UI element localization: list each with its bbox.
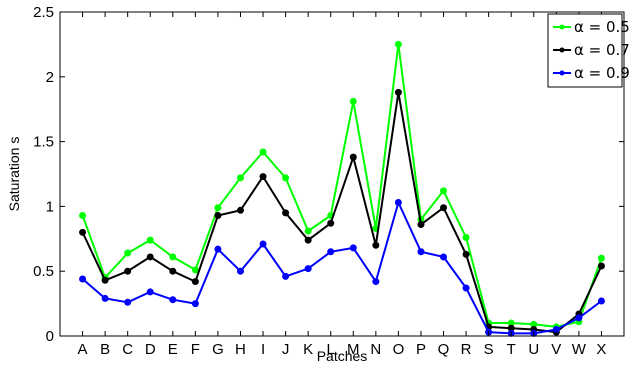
legend-label: α = 0.5 — [574, 18, 630, 36]
data-point — [79, 229, 86, 236]
x-tick-label: X — [596, 341, 606, 358]
data-point — [282, 273, 289, 280]
data-point — [282, 209, 289, 216]
data-point — [79, 212, 86, 219]
legend: α = 0.5 α = 0.7 α = 0.9 — [548, 14, 630, 87]
x-tick-label: B — [100, 341, 110, 358]
data-point — [440, 187, 447, 194]
data-point — [192, 278, 199, 285]
data-point — [463, 285, 470, 292]
x-tick-label: O — [393, 341, 405, 358]
data-point — [124, 268, 131, 275]
y-tick-label: 0.5 — [33, 263, 54, 280]
x-tick-label: Q — [438, 341, 450, 358]
legend-label: α = 0.7 — [574, 41, 630, 59]
data-point — [463, 234, 470, 241]
data-point — [147, 253, 154, 260]
data-point — [463, 251, 470, 258]
data-point — [169, 296, 176, 303]
data-point — [372, 278, 379, 285]
legend-swatch-marker — [560, 48, 565, 53]
x-tick-label: C — [122, 341, 133, 358]
x-tick-label: K — [303, 341, 313, 358]
x-tick-label: D — [145, 341, 156, 358]
data-point — [305, 237, 312, 244]
data-point — [169, 268, 176, 275]
data-point — [260, 173, 267, 180]
x-tick-label: N — [370, 341, 381, 358]
data-point — [350, 98, 357, 105]
x-tick-label: U — [528, 341, 539, 358]
data-point — [237, 207, 244, 214]
data-point — [350, 244, 357, 251]
x-tick-label: W — [572, 341, 587, 358]
x-tick-label: T — [507, 341, 516, 358]
data-point — [102, 277, 109, 284]
x-tick-label: J — [282, 341, 290, 358]
data-point — [169, 253, 176, 260]
x-axis-title: Patches — [317, 348, 368, 364]
plot-background — [60, 12, 624, 336]
data-point — [147, 237, 154, 244]
x-tick-label: H — [235, 341, 246, 358]
x-tick-label: A — [78, 341, 88, 358]
y-tick-label: 0 — [46, 328, 54, 345]
x-tick-label: E — [168, 341, 178, 358]
y-axis-title: Saturation s — [6, 137, 22, 212]
data-point — [417, 248, 424, 255]
data-point — [192, 300, 199, 307]
data-point — [102, 295, 109, 302]
data-point — [124, 299, 131, 306]
x-tick-label: G — [212, 341, 224, 358]
data-point — [305, 265, 312, 272]
data-point — [214, 212, 221, 219]
data-point — [327, 220, 334, 227]
data-point — [575, 314, 582, 321]
data-point — [327, 248, 334, 255]
x-tick-label: R — [461, 341, 472, 358]
legend-swatch-marker — [560, 25, 565, 30]
x-tick-label: S — [484, 341, 494, 358]
data-point — [124, 250, 131, 257]
data-point — [237, 174, 244, 181]
legend-label: α = 0.9 — [574, 64, 630, 82]
data-point — [260, 148, 267, 155]
data-point — [395, 41, 402, 48]
data-point — [440, 253, 447, 260]
data-point — [350, 154, 357, 161]
y-tick-label: 2 — [46, 69, 54, 86]
data-point — [598, 255, 605, 262]
x-tick-label: I — [261, 341, 265, 358]
data-point — [598, 298, 605, 305]
data-point — [598, 263, 605, 270]
legend-swatch-marker — [560, 71, 565, 76]
data-point — [417, 221, 424, 228]
data-point — [305, 228, 312, 235]
data-point — [372, 242, 379, 249]
data-point — [79, 275, 86, 282]
x-tick-label: F — [191, 341, 200, 358]
x-tick-label: P — [416, 341, 426, 358]
y-tick-label: 1.5 — [33, 134, 54, 151]
data-point — [395, 199, 402, 206]
data-point — [214, 246, 221, 253]
data-point — [260, 240, 267, 247]
data-point — [395, 89, 402, 96]
data-point — [214, 204, 221, 211]
y-tick-label: 1 — [46, 198, 54, 215]
data-point — [147, 288, 154, 295]
data-point — [237, 268, 244, 275]
data-point — [440, 204, 447, 211]
data-point — [282, 174, 289, 181]
y-tick-label: 2.5 — [33, 4, 54, 21]
x-tick-label: V — [551, 341, 561, 358]
